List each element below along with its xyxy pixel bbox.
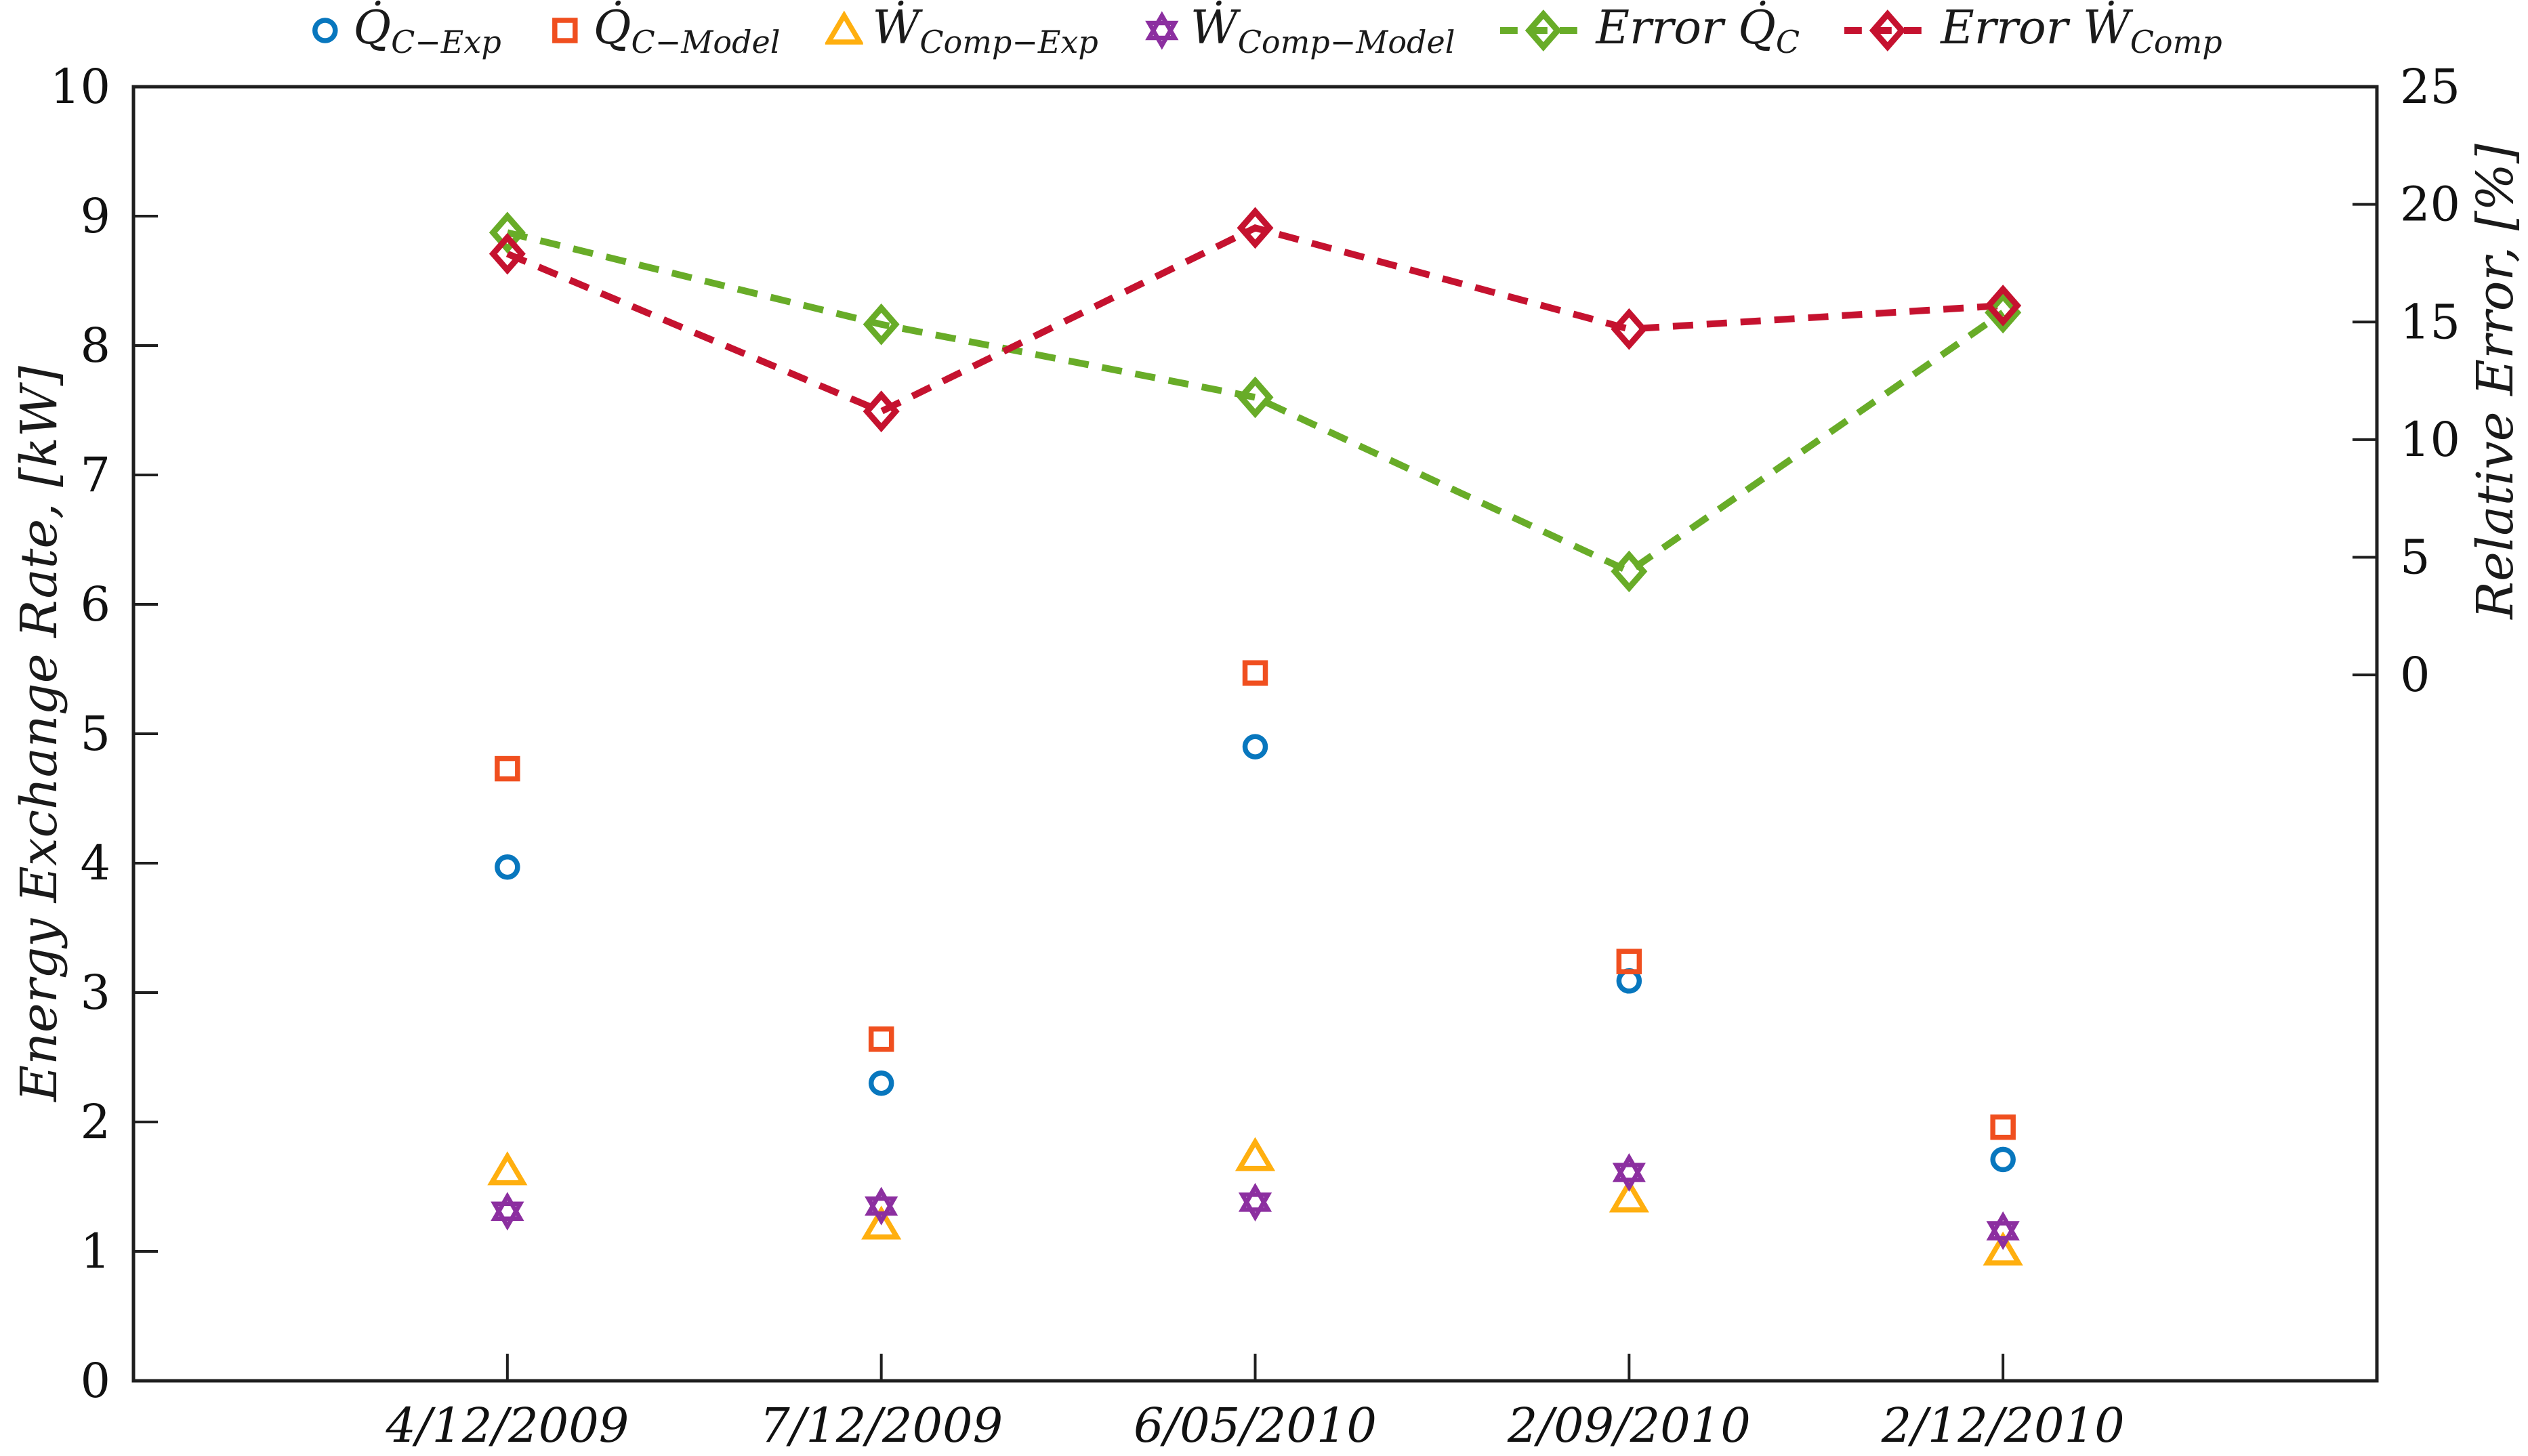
legend-item-wcomp-exp: ẆComp−Exp <box>825 1 1098 60</box>
triangle-marker <box>1983 1231 2023 1266</box>
left-tick-label: 5 <box>80 706 110 762</box>
hexagram-marker <box>1986 1221 2020 1250</box>
hexagram-marker <box>1238 1192 1272 1222</box>
triangle-marker <box>1235 1137 1276 1171</box>
left-tick-label: 4 <box>80 835 110 891</box>
hexagram-legend-icon <box>1145 11 1179 50</box>
left-tick-label: 9 <box>80 188 110 244</box>
left-tick-label: 6 <box>80 577 110 632</box>
square-marker <box>1242 660 1268 686</box>
circle-marker <box>1242 734 1268 760</box>
right-tick-label: 20 <box>2400 177 2460 232</box>
series-line-4 <box>506 229 2006 576</box>
series-2 <box>487 1137 2023 1266</box>
legend: Q̇C−Exp Q̇C−Model ẆComp−Exp ẆComp−Model Erro… <box>306 1 2222 60</box>
diamond-marker <box>1237 376 1274 419</box>
square-marker <box>1990 1114 2016 1140</box>
x-tick-label: 4/12/2009 <box>385 1398 629 1453</box>
hexagram-marker <box>491 1192 524 1222</box>
hexagram-marker <box>1145 11 1179 41</box>
hexagram-marker <box>1986 1211 2020 1241</box>
left-tick-label: 2 <box>80 1094 110 1150</box>
triangle-marker <box>1609 1178 1649 1213</box>
diamond-legend-icon <box>1844 9 1932 52</box>
triangle-marker <box>487 1151 528 1186</box>
series-line-5 <box>505 224 2004 415</box>
right-tick-label: 15 <box>2400 294 2460 350</box>
series-1 <box>495 660 2016 1140</box>
hexagram-marker <box>865 1186 898 1216</box>
diamond-marker <box>863 303 900 346</box>
diamond-marker <box>1525 9 1562 52</box>
diamond-legend-icon <box>1499 9 1587 52</box>
series-0 <box>495 734 2016 1173</box>
hexagram-marker <box>1612 1152 1646 1182</box>
left-tick-label: 0 <box>80 1353 110 1409</box>
hexagram-marker <box>491 1201 524 1231</box>
square-marker <box>495 755 520 782</box>
legend-label: Error Q̇C <box>1596 1 1800 60</box>
circle-marker <box>868 1070 894 1096</box>
diamond-marker <box>1869 9 1907 52</box>
diamond-marker <box>1985 285 2022 327</box>
right-tick-label: 5 <box>2400 530 2430 585</box>
square-marker <box>868 1026 894 1052</box>
legend-item-error-wcomp: Error ẆComp <box>1844 1 2222 60</box>
series-5 <box>489 207 2022 433</box>
triangle-legend-icon <box>825 11 863 45</box>
x-tick-label: 7/12/2009 <box>760 1398 1003 1453</box>
legend-item-wcomp-model: ẆComp−Model <box>1143 1 1455 60</box>
legend-label: ẆComp−Model <box>1190 1 1455 60</box>
x-tick-label: 6/05/2010 <box>1134 1398 1377 1453</box>
hexagram-marker <box>1145 21 1179 50</box>
series-4 <box>489 211 2022 593</box>
circle-marker <box>1990 1146 2016 1173</box>
series-3 <box>491 1152 2020 1250</box>
hexagram-marker <box>865 1196 898 1226</box>
diamond-marker <box>1237 207 1274 249</box>
triangle-marker <box>861 1205 902 1240</box>
diamond-marker <box>863 390 900 433</box>
square-legend-icon <box>552 18 578 44</box>
legend-label: Q̇C−Exp <box>353 1 501 60</box>
left-tick-label: 3 <box>80 965 110 1020</box>
diamond-marker <box>1611 308 1648 350</box>
hexagram-marker <box>1612 1163 1646 1192</box>
circle-marker <box>312 18 338 44</box>
diamond-marker <box>489 211 526 254</box>
left-tick-label: 8 <box>80 318 110 373</box>
circle-legend-icon <box>312 18 338 44</box>
left-tick-label: 7 <box>80 447 110 503</box>
diamond-marker <box>1611 550 1648 593</box>
diamond-marker <box>489 232 526 275</box>
legend-label: Q̇C−Model <box>593 1 781 60</box>
right-tick-label: 25 <box>2400 59 2460 115</box>
legend-item-error-qc: Error Q̇C <box>1499 1 1800 60</box>
hexagram-marker <box>1238 1182 1272 1212</box>
square-marker <box>1616 949 1642 974</box>
legend-item-qc-exp: Q̇C−Exp <box>306 1 501 60</box>
plot-frame <box>131 85 2379 1383</box>
circle-marker <box>495 854 520 880</box>
right-tick-label: 10 <box>2400 412 2460 467</box>
x-tick-label: 2/12/2010 <box>1881 1398 2125 1453</box>
x-tick-label: 2/09/2010 <box>1507 1398 1751 1453</box>
square-marker <box>552 18 578 44</box>
left-tick-label: 1 <box>80 1224 110 1279</box>
left-tick-label: 10 <box>50 59 110 115</box>
triangle-marker <box>825 11 863 45</box>
legend-item-qc-model: Q̇C−Model <box>546 1 781 60</box>
legend-label: Error ẆComp <box>1941 1 2222 60</box>
legend-label: ẆComp−Exp <box>872 1 1098 60</box>
right-tick-label: 0 <box>2400 647 2430 703</box>
